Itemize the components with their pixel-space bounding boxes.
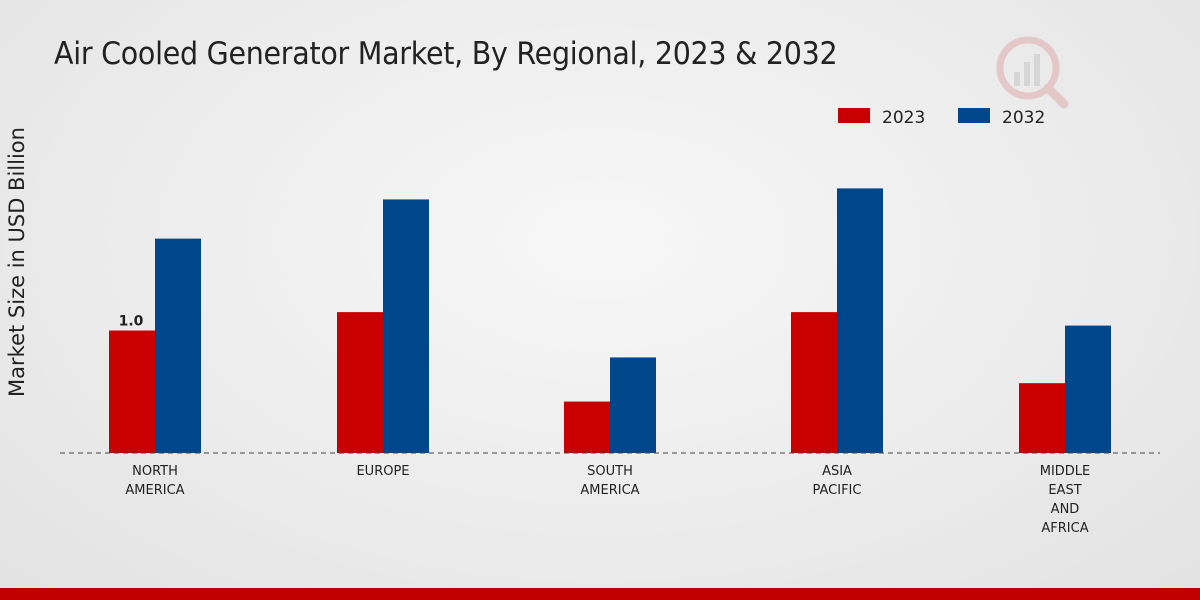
x-tick-label-3: ASIA PACIFIC xyxy=(813,464,862,498)
x-tick-line: AMERICA xyxy=(580,483,639,498)
bar-2023-0 xyxy=(109,330,155,453)
legend: 2023 2032 xyxy=(838,108,1045,128)
legend-label-2032: 2032 xyxy=(1002,108,1045,128)
x-tick-line: MIDDLE xyxy=(1040,464,1091,479)
footer-bar xyxy=(0,588,1200,600)
x-tick-line: EUROPE xyxy=(356,464,409,479)
x-tick-line: AND xyxy=(1051,502,1080,517)
data-labels: 1.0 xyxy=(119,314,144,330)
x-tick-line: AFRICA xyxy=(1041,521,1088,536)
x-tick-line: PACIFIC xyxy=(813,483,862,498)
bar-2032-4 xyxy=(1065,325,1111,453)
legend-swatch-2032 xyxy=(958,108,990,123)
x-tick-label-1: EUROPE xyxy=(356,464,409,479)
bar-2023-1 xyxy=(337,312,383,453)
x-tick-line: ASIA xyxy=(822,464,852,479)
x-tick-line: EAST xyxy=(1048,483,1081,498)
x-tick-label-0: NORTH AMERICA xyxy=(125,464,184,498)
chart-title: Air Cooled Generator Market, By Regional… xyxy=(54,36,838,72)
x-tick-labels: NORTH AMERICA EUROPE SOUTH AMERICA ASIA PACIFI… xyxy=(125,464,1090,536)
legend-label-2023: 2023 xyxy=(882,108,925,128)
y-axis-label: Market Size in USD Billion xyxy=(5,127,29,397)
bar-2023-3 xyxy=(791,312,837,453)
bar-2032-0 xyxy=(155,238,201,453)
x-tick-label-2: SOUTH AMERICA xyxy=(580,464,639,498)
x-tick-line: NORTH xyxy=(132,464,178,479)
bar-2032-1 xyxy=(383,199,429,453)
logo-watermark-icon xyxy=(992,32,1072,112)
bar-2023-2 xyxy=(564,401,610,453)
bar-2032-2 xyxy=(610,357,656,453)
x-tick-label-4: MIDDLE EAST AND AFRICA xyxy=(1040,464,1091,536)
bars xyxy=(109,188,1111,453)
legend-swatch-2023 xyxy=(838,108,870,123)
data-label-2023-0: 1.0 xyxy=(119,314,144,330)
bar-2032-3 xyxy=(837,188,883,453)
x-tick-line: SOUTH xyxy=(587,464,633,479)
bar-2023-4 xyxy=(1019,383,1065,453)
x-tick-line: AMERICA xyxy=(125,483,184,498)
y-axis-label-group: Market Size in USD Billion xyxy=(5,127,29,397)
